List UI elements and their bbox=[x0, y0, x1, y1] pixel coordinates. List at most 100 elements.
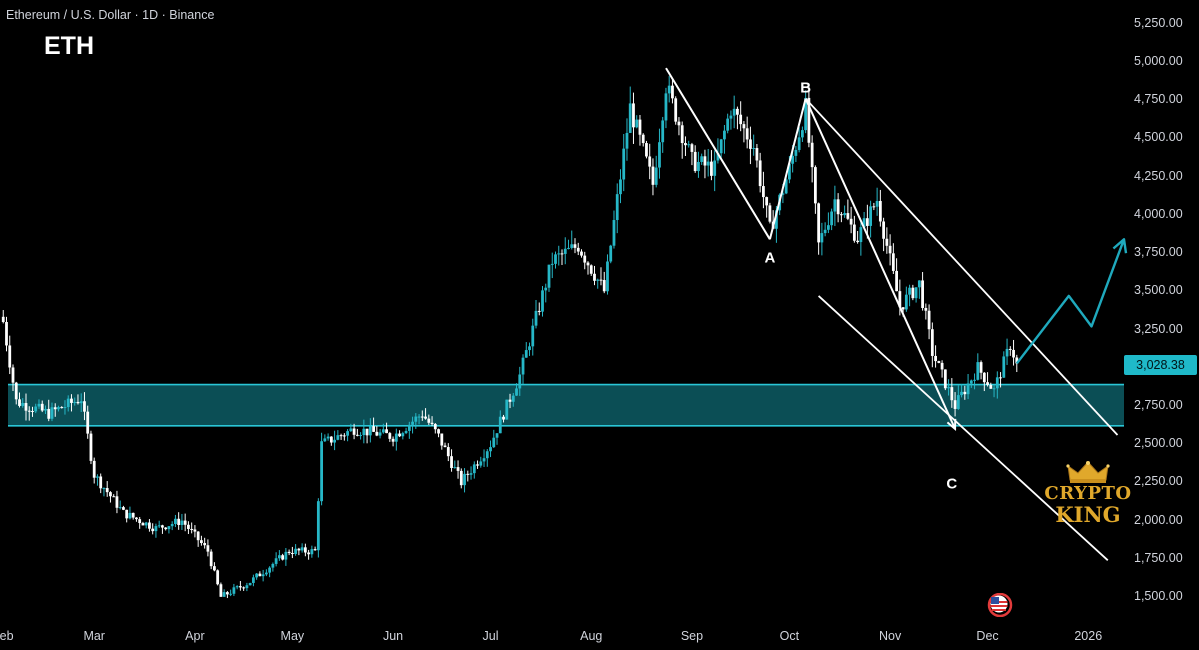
y-tick-label: 2,750.00 bbox=[1134, 397, 1183, 412]
candle-209 bbox=[680, 121, 684, 159]
candle-67 bbox=[219, 582, 223, 597]
candle-193 bbox=[628, 86, 632, 134]
candle-247 bbox=[804, 90, 808, 134]
candle-279 bbox=[908, 284, 911, 307]
support-zone bbox=[8, 383, 1124, 427]
candle-89 bbox=[290, 546, 294, 559]
candle-6 bbox=[21, 398, 25, 408]
candle-53 bbox=[174, 514, 177, 528]
candle-110 bbox=[359, 432, 362, 440]
candle-255 bbox=[830, 208, 834, 231]
candle-111 bbox=[362, 419, 366, 444]
candle-18 bbox=[60, 406, 64, 409]
candle-287 bbox=[934, 345, 937, 368]
candle-127 bbox=[414, 413, 418, 429]
candle-307 bbox=[999, 372, 1002, 388]
candle-60 bbox=[196, 531, 200, 547]
candle-148 bbox=[482, 449, 486, 468]
candle-293 bbox=[953, 392, 957, 417]
x-tick-label: Jul bbox=[482, 629, 499, 643]
candle-221 bbox=[719, 138, 723, 159]
x-tick-label: Nov bbox=[878, 629, 902, 643]
candle-92 bbox=[300, 543, 304, 553]
candle-25 bbox=[83, 392, 86, 421]
candle-143 bbox=[466, 470, 470, 482]
candle-308 bbox=[1002, 351, 1006, 378]
candle-108 bbox=[352, 423, 356, 440]
candle-113 bbox=[368, 418, 372, 443]
candle-275 bbox=[895, 258, 899, 292]
candle-200 bbox=[651, 158, 655, 196]
candle-186 bbox=[606, 254, 609, 295]
candle-254 bbox=[826, 212, 830, 234]
candle-104 bbox=[339, 433, 343, 440]
candle-4 bbox=[14, 381, 18, 405]
candle-273 bbox=[888, 234, 892, 266]
candle-28 bbox=[92, 457, 96, 484]
candle-88 bbox=[287, 549, 291, 556]
candle-202 bbox=[658, 128, 661, 179]
candle-213 bbox=[693, 145, 697, 173]
candle-20 bbox=[66, 395, 70, 412]
crown-icon bbox=[1066, 461, 1110, 483]
candle-269 bbox=[875, 187, 879, 216]
candle-159 bbox=[518, 366, 522, 396]
candle-291 bbox=[947, 379, 950, 396]
candle-267 bbox=[869, 200, 873, 238]
us-flag-icon[interactable] bbox=[986, 593, 1014, 617]
candle-155 bbox=[505, 399, 509, 420]
candle-234 bbox=[762, 171, 765, 209]
candle-132 bbox=[430, 416, 434, 426]
candle-125 bbox=[407, 421, 411, 439]
candle-66 bbox=[216, 569, 220, 586]
candle-115 bbox=[375, 426, 379, 437]
y-tick-label: 4,500.00 bbox=[1134, 130, 1183, 145]
candle-38 bbox=[125, 509, 129, 523]
candle-289 bbox=[940, 360, 944, 378]
y-tick-label: 2,500.00 bbox=[1134, 436, 1183, 451]
candle-150 bbox=[489, 440, 492, 458]
candle-309 bbox=[1005, 338, 1009, 365]
candle-259 bbox=[843, 205, 847, 218]
channel-upper-line bbox=[804, 98, 1119, 436]
x-tick-label: Dec bbox=[976, 629, 999, 643]
candle-26 bbox=[86, 405, 90, 439]
candle-96 bbox=[313, 546, 317, 551]
candle-57 bbox=[187, 521, 190, 534]
candle-122 bbox=[398, 430, 401, 438]
candle-177 bbox=[576, 242, 580, 256]
candle-68 bbox=[222, 589, 226, 598]
candle-226 bbox=[736, 106, 739, 130]
candle-297 bbox=[966, 374, 970, 400]
candle-185 bbox=[602, 271, 606, 294]
candle-120 bbox=[391, 436, 395, 447]
candle-37 bbox=[122, 505, 125, 511]
candle-184 bbox=[599, 267, 603, 286]
x-tick-label: Sep bbox=[680, 629, 704, 643]
candle-211 bbox=[687, 140, 691, 148]
candle-93 bbox=[303, 543, 307, 557]
candle-189 bbox=[615, 183, 619, 234]
candle-286 bbox=[930, 322, 934, 368]
candle-124 bbox=[404, 427, 408, 435]
candle-23 bbox=[76, 394, 80, 405]
candle-118 bbox=[385, 422, 388, 434]
candle-253 bbox=[823, 222, 827, 237]
candle-187 bbox=[609, 244, 613, 264]
channel-lower-line bbox=[817, 295, 1109, 561]
candle-116 bbox=[378, 428, 382, 439]
candle-292 bbox=[950, 378, 954, 408]
candle-283 bbox=[921, 272, 924, 311]
candle-52 bbox=[170, 521, 174, 531]
candle-9 bbox=[31, 406, 34, 417]
candle-123 bbox=[401, 431, 405, 440]
candle-65 bbox=[213, 562, 216, 572]
candle-256 bbox=[833, 185, 837, 227]
candle-77 bbox=[251, 574, 255, 587]
candle-46 bbox=[151, 523, 155, 535]
candle-39 bbox=[128, 506, 132, 520]
candle-188 bbox=[612, 210, 616, 249]
candle-133 bbox=[433, 422, 437, 434]
candle-265 bbox=[862, 212, 866, 229]
